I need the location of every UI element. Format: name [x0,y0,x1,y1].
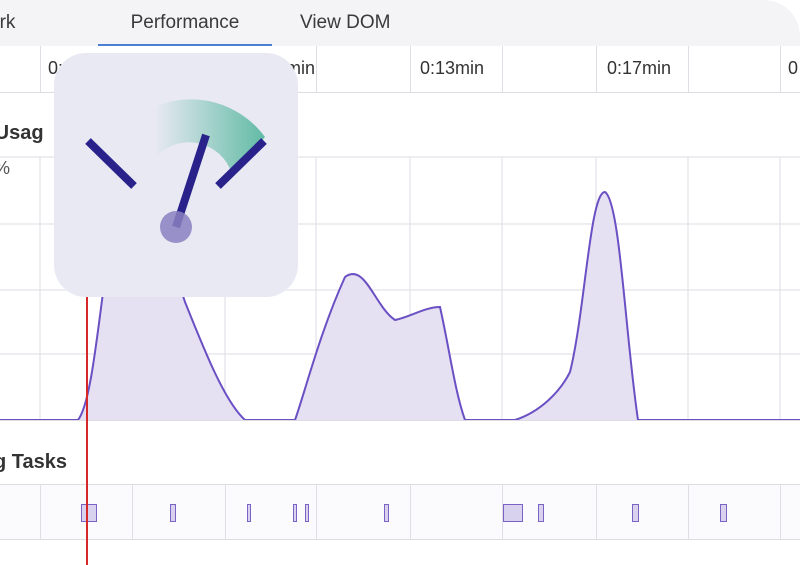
tab-bar: twork Performance View DOM [0,0,800,47]
long-task-block[interactable] [720,504,727,522]
long-task-block[interactable] [632,504,639,522]
ruler-divider [596,46,597,92]
ruler-divider [688,46,689,92]
track-divider [780,485,781,539]
long-task-block[interactable] [305,504,309,522]
track-divider [132,485,133,539]
long-tasks-title: g Tasks [0,451,67,473]
track-divider [596,485,597,539]
active-tab-indicator [98,44,272,46]
long-tasks-track[interactable] [0,484,800,540]
ruler-divider [410,46,411,92]
track-divider [502,485,503,539]
long-task-block[interactable] [247,504,251,522]
tab-network[interactable]: twork [0,12,16,33]
tab-view-dom[interactable]: View DOM [300,12,391,33]
playhead-marker[interactable] [86,92,88,565]
track-divider [688,485,689,539]
gauge-tick-left [85,138,137,189]
track-divider [316,485,317,539]
cpu-unit-label: % [0,158,10,179]
ruler-tick-label: 0 [788,58,799,78]
gauge-hub [160,211,192,243]
ruler-tick-label: 0:17min [607,58,672,78]
long-task-block[interactable] [384,504,389,522]
gauge-tick-right [215,138,267,189]
ruler-divider [502,46,503,92]
gauge-graphic [85,99,267,243]
track-divider [225,485,226,539]
cpu-usage-title: J Usag [0,122,44,144]
ruler-tick-label: 0:13min [420,58,485,78]
ruler-divider [780,46,781,92]
ruler-divider [40,46,41,92]
gauge-needle [172,133,210,229]
track-divider [40,485,41,539]
long-task-block[interactable] [503,504,523,522]
track-divider [410,485,411,539]
ruler-divider [316,46,317,92]
long-task-block[interactable] [81,504,97,522]
long-task-block[interactable] [538,504,544,522]
long-task-block[interactable] [170,504,176,522]
tab-performance[interactable]: Performance [130,12,240,33]
cpu-usage-area [0,192,800,420]
performance-gauge-icon [54,53,298,297]
cpu-baseline [0,420,800,421]
long-task-block[interactable] [293,504,297,522]
